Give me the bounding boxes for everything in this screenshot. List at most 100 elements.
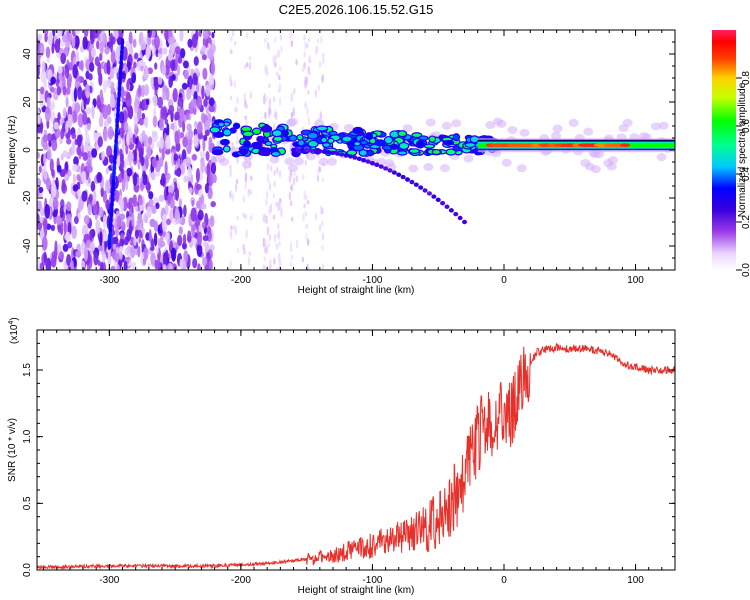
faint-speck — [248, 61, 252, 70]
noise-speck — [195, 183, 202, 191]
noise-speck — [113, 252, 120, 263]
noise-speck — [194, 120, 198, 129]
signal-halo — [402, 124, 413, 133]
faint-speck — [230, 225, 233, 230]
branch-blob — [400, 174, 406, 180]
signal-halo — [606, 162, 617, 171]
branch-blob — [444, 204, 450, 209]
noise-speck — [50, 76, 57, 85]
faint-speck — [265, 198, 268, 206]
noise-speck — [166, 218, 171, 226]
noise-speck — [99, 261, 104, 270]
faint-speck — [249, 189, 253, 196]
noise-speck — [155, 48, 159, 58]
noise-speck — [117, 173, 123, 183]
faint-speck — [273, 180, 276, 188]
faint-speck — [268, 97, 272, 108]
branch-blob — [317, 148, 323, 154]
noise-speck — [188, 74, 193, 90]
noise-speck — [53, 216, 57, 225]
noise-speck — [66, 138, 72, 145]
faint-speck — [279, 34, 283, 41]
noise-speck — [72, 163, 78, 172]
signal-halo — [408, 164, 419, 173]
noise-speck — [51, 139, 58, 152]
noise-speck — [71, 133, 77, 140]
noise-speck — [96, 40, 100, 50]
top-x-ticks: -300 -200 -100 0 100 — [43, 30, 676, 286]
noise-speck — [61, 179, 66, 192]
faint-speck — [275, 201, 278, 207]
faint-speck — [236, 156, 239, 164]
branch-blob — [299, 147, 305, 153]
faint-speck — [321, 177, 325, 182]
signal-blob — [264, 140, 273, 147]
noise-speck — [174, 206, 180, 221]
noise-speck — [157, 76, 163, 86]
noise-speck — [133, 98, 139, 114]
faint-speck — [276, 166, 279, 174]
top-ytick-label: -40 — [22, 238, 33, 253]
noise-speck — [167, 52, 174, 61]
colorbar-ticks: 0.0 0.2 0.4 0.6 0.8 — [736, 71, 750, 277]
noise-speck — [78, 61, 83, 70]
noise-speck — [65, 120, 69, 134]
faint-speck — [304, 159, 307, 166]
noise-speck — [99, 231, 103, 246]
bottom-xtick-label: 0 — [501, 575, 507, 586]
signal-blob — [271, 129, 283, 138]
top-xtick-label: 0 — [501, 275, 507, 286]
signal-blob — [209, 126, 221, 134]
noise-speck — [193, 98, 197, 110]
faint-speck — [295, 175, 298, 182]
noise-speck — [37, 49, 40, 64]
noise-speck — [202, 67, 208, 80]
signal-halo — [650, 122, 661, 131]
faint-speck — [275, 242, 279, 250]
noise-speck — [53, 121, 60, 130]
noise-speck — [153, 35, 160, 50]
noise-speck — [168, 263, 174, 270]
noise-speck — [200, 203, 207, 210]
noise-speck — [57, 224, 62, 232]
noise-speck — [60, 52, 67, 65]
faint-speck — [275, 71, 279, 77]
branch-blob — [304, 148, 310, 153]
noise-speck — [43, 171, 48, 180]
faint-speck — [321, 232, 325, 241]
faint-speck — [244, 64, 247, 69]
faint-speck — [308, 58, 312, 64]
noise-speck — [50, 224, 56, 232]
noise-speck — [159, 240, 166, 248]
y-scale-suffix: ) — [9, 317, 20, 320]
noise-speck — [161, 217, 168, 232]
noise-speck — [37, 221, 43, 231]
branch-blob — [409, 179, 415, 185]
faint-speck — [229, 190, 232, 199]
noise-speck — [65, 201, 72, 212]
noise-speck — [201, 85, 205, 100]
signal-halo — [463, 154, 474, 163]
faint-speck — [272, 96, 276, 103]
noise-speck — [142, 173, 148, 186]
noise-speck — [132, 172, 138, 187]
colorbar-tick-label: 0.0 — [741, 263, 750, 277]
noise-speck — [126, 91, 131, 101]
signal-blob — [327, 137, 335, 144]
noise-speck — [200, 158, 205, 173]
bottom-x-axis-label: Height of straight line (km) — [298, 585, 415, 596]
noise-speck — [208, 97, 215, 107]
noise-speck — [208, 136, 213, 151]
noise-speck — [132, 38, 137, 48]
noise-speck — [77, 86, 83, 100]
noise-speck — [164, 249, 169, 260]
faint-speck — [302, 65, 305, 73]
noise-speck — [50, 182, 57, 198]
noise-speck — [37, 258, 40, 270]
noise-speck — [190, 207, 197, 222]
faint-speck — [268, 105, 271, 116]
branch-blob — [462, 219, 468, 225]
signal-blob — [217, 121, 226, 128]
faint-speck — [293, 171, 296, 177]
noise-speck — [105, 199, 110, 210]
